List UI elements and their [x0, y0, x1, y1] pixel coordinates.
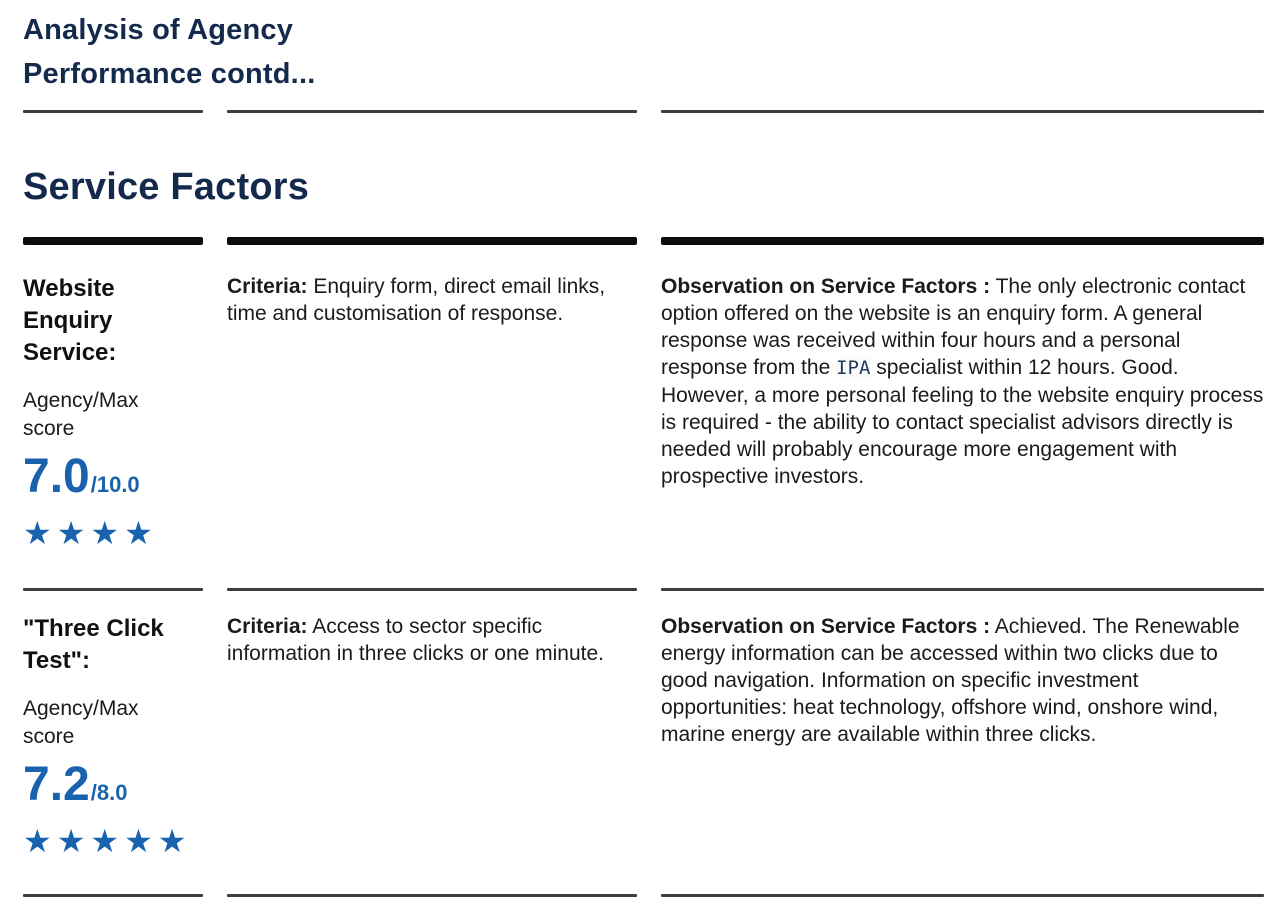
agency-score: 7.0 [23, 450, 90, 503]
service-factor-row-three-click-test: "Three Click Test": Agency/Max score 7.2… [0, 593, 1272, 857]
page-title-line2: Performance contd... [23, 58, 316, 90]
score-label-line1: Agency/Max [23, 389, 139, 412]
header-rule-row [0, 110, 1272, 113]
column-rule-thick [661, 237, 1264, 245]
criteria-body: Enquiry form, direct email links, time a… [227, 275, 606, 325]
factor-title: "Three Click Test": [23, 615, 164, 674]
factor-cell: Website Enquiry Service: Agency/Max scor… [23, 245, 203, 549]
factor-cell: "Three Click Test": Agency/Max score 7.2… [23, 593, 203, 857]
section-rule-row [0, 237, 1272, 245]
factor-title: Website Enquiry Service: [23, 275, 117, 366]
max-score: /8.0 [90, 780, 128, 805]
observation-body-start: Achieved. The Renewable energy informati… [661, 615, 1240, 746]
criteria-cell: Criteria: Enquiry form, direct email lin… [227, 245, 637, 549]
observation-body-end: specialist within 12 hours. Good. Howeve… [661, 356, 1264, 488]
column-rule [23, 110, 203, 113]
service-factor-row-website-enquiry: Website Enquiry Service: Agency/Max scor… [0, 245, 1272, 549]
column-rule [661, 894, 1264, 897]
column-rule [23, 588, 203, 591]
observation-text: Observation on Service Factors : Achieve… [661, 613, 1264, 749]
column-rule-thick [227, 237, 637, 245]
observation-label: Observation on Service Factors : [661, 615, 991, 638]
star-rating: ★★★★★ [23, 822, 192, 860]
criteria-label: Criteria: [227, 615, 308, 638]
score-label-line2: score [23, 725, 75, 748]
column-rule [661, 588, 1264, 591]
score-label-line2: score [23, 417, 75, 440]
column-rule [227, 894, 637, 897]
agency-score: 7.2 [23, 758, 90, 811]
section-heading: Service Factors [23, 166, 310, 208]
star-rating: ★★★★ [23, 514, 158, 552]
score-label-line1: Agency/Max [23, 697, 139, 720]
criteria-label: Criteria: [227, 275, 308, 298]
score-value-line: 7.2/8.0 [23, 759, 203, 819]
criteria-text: Criteria: Enquiry form, direct email lin… [227, 273, 637, 327]
observation-cell: Observation on Service Factors : Achieve… [661, 593, 1264, 857]
observation-cell: Observation on Service Factors : The onl… [661, 245, 1264, 549]
column-rule-thick [23, 237, 203, 245]
page-title: Analysis of Agency Performance contd... [23, 8, 315, 96]
footer-rule-row [0, 894, 1272, 897]
max-score: /10.0 [90, 472, 140, 497]
column-rule [661, 110, 1264, 113]
score-value-line: 7.0/10.0 [23, 451, 203, 511]
observation-body-start: The only electronic contact option offer… [661, 275, 1246, 379]
redacted-agency-name: IPA [836, 357, 871, 379]
column-rule [23, 894, 203, 897]
criteria-cell: Criteria: Access to sector specific info… [227, 593, 637, 857]
criteria-body: Access to sector specific information in… [227, 615, 605, 665]
row-divider-rule-row [0, 588, 1272, 591]
observation-label: Observation on Service Factors : [661, 275, 991, 298]
observation-text: Observation on Service Factors : The onl… [661, 273, 1264, 490]
criteria-text: Criteria: Access to sector specific info… [227, 613, 637, 667]
score-label: Agency/Max score [23, 695, 203, 751]
score-label: Agency/Max score [23, 387, 203, 443]
column-rule [227, 588, 637, 591]
column-rule [227, 110, 637, 113]
page-title-line1: Analysis of Agency [23, 14, 294, 46]
